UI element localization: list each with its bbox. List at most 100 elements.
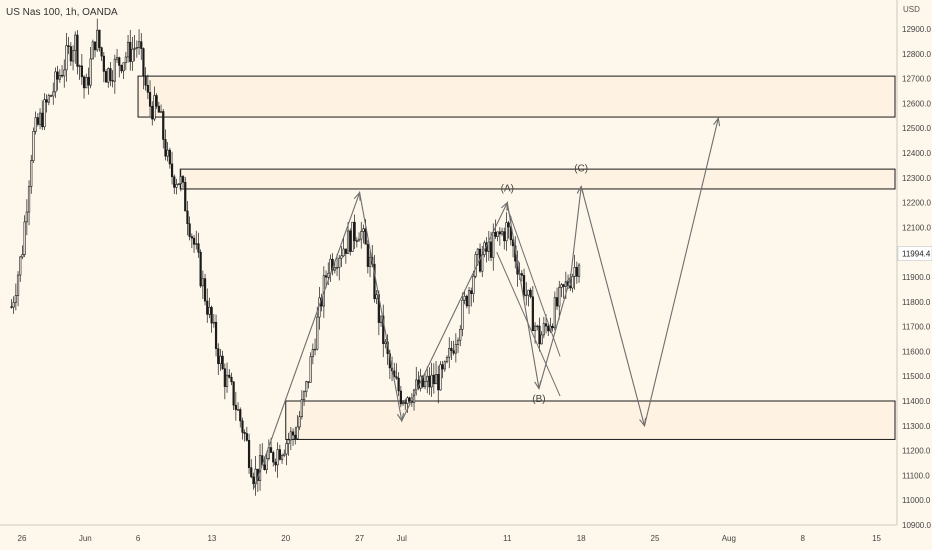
candle-body xyxy=(186,210,189,225)
x-tick-label: Jul xyxy=(397,534,407,543)
y-tick-label: 11900.0 xyxy=(902,273,931,282)
y-tick-label: 11600.0 xyxy=(902,347,931,356)
candle-body xyxy=(536,325,539,328)
candle-body xyxy=(428,375,431,388)
candle-body xyxy=(269,447,273,453)
candle-body xyxy=(335,267,339,269)
candle-body xyxy=(225,374,229,387)
candle-body xyxy=(56,71,59,80)
candle-body xyxy=(520,273,523,276)
candle-body xyxy=(426,375,429,382)
candle-body xyxy=(452,350,455,354)
candle-body xyxy=(465,295,468,307)
candle-body xyxy=(575,266,578,277)
candle-body xyxy=(340,255,343,259)
y-tick-label: 12300.0 xyxy=(902,174,931,183)
candle-body xyxy=(276,449,279,466)
candle-body xyxy=(476,248,479,255)
y-tick-label: 11000.0 xyxy=(902,496,931,505)
candle-body xyxy=(461,299,464,330)
y-tick-label: 11700.0 xyxy=(902,323,931,332)
drawings xyxy=(253,116,721,488)
candle-body xyxy=(221,355,224,370)
wave-label: (C) xyxy=(574,164,588,175)
candle-body xyxy=(544,323,548,327)
x-tick-label: Aug xyxy=(722,534,736,543)
candle-body xyxy=(23,221,26,255)
candle-body xyxy=(307,381,310,383)
candle-body xyxy=(137,41,141,48)
candle-body xyxy=(421,375,424,387)
y-tick-label: 12900.0 xyxy=(902,25,931,34)
candle-body xyxy=(25,211,28,223)
candle-body xyxy=(487,241,490,252)
candle-body xyxy=(309,356,312,383)
candle-body xyxy=(338,257,341,268)
candle-body xyxy=(133,47,136,50)
candle-body xyxy=(467,290,471,307)
candle-body xyxy=(69,46,72,62)
x-tick-label: 13 xyxy=(207,534,216,543)
y-tick-label: 11300.0 xyxy=(902,422,931,431)
candle-body xyxy=(85,77,88,89)
candle-body xyxy=(450,347,453,352)
candle-body xyxy=(494,231,497,237)
candle-body xyxy=(49,95,53,97)
candle-body xyxy=(14,295,17,303)
candle-body xyxy=(241,420,244,433)
candle-body xyxy=(96,29,99,51)
candle-body xyxy=(58,74,61,80)
candle-body xyxy=(379,315,383,323)
candle-body xyxy=(558,287,561,307)
y-tick-label: 11500.0 xyxy=(902,372,931,381)
candle-body xyxy=(109,68,112,81)
candle-body xyxy=(531,296,534,332)
candle-body xyxy=(80,65,83,78)
arrow-head xyxy=(534,380,542,390)
candle-body xyxy=(553,297,556,329)
y-tick-label: 11800.0 xyxy=(902,298,931,307)
candle-body xyxy=(540,334,543,345)
candle-body xyxy=(197,243,200,253)
candle-body xyxy=(173,176,176,188)
candle-body xyxy=(243,432,246,434)
candle-body xyxy=(272,452,275,463)
candle-body xyxy=(291,431,295,436)
candle-body xyxy=(316,316,319,350)
candle-body xyxy=(142,48,145,77)
candle-body xyxy=(214,321,218,349)
candle-body xyxy=(98,29,101,48)
candle-body xyxy=(45,99,48,103)
candle-body xyxy=(509,226,512,241)
candle-body xyxy=(507,222,510,228)
candle-body xyxy=(445,356,449,363)
candle-body xyxy=(30,160,33,187)
candle-body xyxy=(305,381,308,393)
candle-body xyxy=(199,251,202,287)
candle-body xyxy=(164,139,167,157)
candle-body xyxy=(459,328,462,341)
candle-body xyxy=(285,443,288,455)
candle-body xyxy=(577,264,581,277)
candle-body xyxy=(195,243,198,245)
candle-body xyxy=(349,230,352,252)
last-price-badge xyxy=(897,246,932,261)
candle-body xyxy=(342,248,345,257)
candle-body xyxy=(533,325,537,332)
candle-body xyxy=(245,433,248,441)
candle-body xyxy=(355,240,358,242)
candle-body xyxy=(250,467,253,478)
candle-body xyxy=(571,276,574,289)
time-axis[interactable]: 26 Jun 6 13 20 27 Jul 11 18 25 Aug 8 15 xyxy=(0,524,897,543)
candle-body xyxy=(122,62,125,72)
x-tick-label: 27 xyxy=(355,534,364,543)
price-axis[interactable]: 10900.0 11000.0 11100.0 11200.0 11300.0 11400… xyxy=(896,0,932,530)
candle-body xyxy=(234,404,237,410)
candle-body xyxy=(82,76,86,89)
candle-body xyxy=(456,339,460,345)
currency-label: USD xyxy=(903,5,920,14)
candle-body xyxy=(333,267,336,271)
candle-body xyxy=(274,461,277,466)
